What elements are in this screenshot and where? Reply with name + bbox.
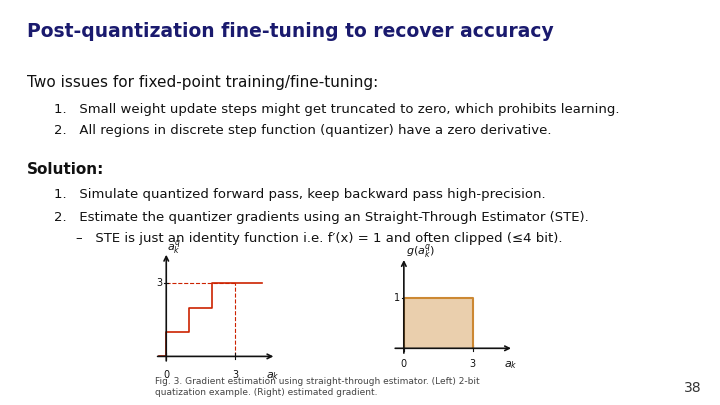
Text: 3: 3 xyxy=(157,279,163,288)
Text: 3: 3 xyxy=(469,360,476,369)
Text: Solution:: Solution: xyxy=(27,162,104,177)
Text: $a_k^q$: $a_k^q$ xyxy=(168,239,181,257)
Text: $g(a_k^q)$: $g(a_k^q)$ xyxy=(406,243,436,261)
Text: 3: 3 xyxy=(232,370,238,380)
Text: Two issues for fixed-point training/fine-tuning:: Two issues for fixed-point training/fine… xyxy=(27,75,379,90)
Text: $a_k$: $a_k$ xyxy=(503,360,517,371)
Text: 0: 0 xyxy=(401,360,407,369)
Text: –   STE is just an identity function i.e. f′(x) = 1 and often clipped (≤4 bit).: – STE is just an identity function i.e. … xyxy=(76,232,562,245)
Text: 38: 38 xyxy=(685,381,702,395)
Text: 1.   Simulate quantized forward pass, keep backward pass high-precision.: 1. Simulate quantized forward pass, keep… xyxy=(54,188,546,201)
Text: Fig. 3. Gradient estimation using straight-through estimator. (Left) 2-bit
quati: Fig. 3. Gradient estimation using straig… xyxy=(155,377,480,397)
Bar xyxy=(404,298,472,348)
Text: 1: 1 xyxy=(395,293,400,303)
Text: $a_k$: $a_k$ xyxy=(266,370,279,382)
Text: Post-quantization fine-tuning to recover accuracy: Post-quantization fine-tuning to recover… xyxy=(27,22,554,41)
Text: 2.   Estimate the quantizer gradients using an Straight-Through Estimator (STE).: 2. Estimate the quantizer gradients usin… xyxy=(54,211,589,224)
Text: 0: 0 xyxy=(163,370,169,380)
Text: 1.   Small weight update steps might get truncated to zero, which prohibits lear: 1. Small weight update steps might get t… xyxy=(54,103,619,116)
Text: 2.   All regions in discrete step function (quantizer) have a zero derivative.: 2. All regions in discrete step function… xyxy=(54,124,552,136)
